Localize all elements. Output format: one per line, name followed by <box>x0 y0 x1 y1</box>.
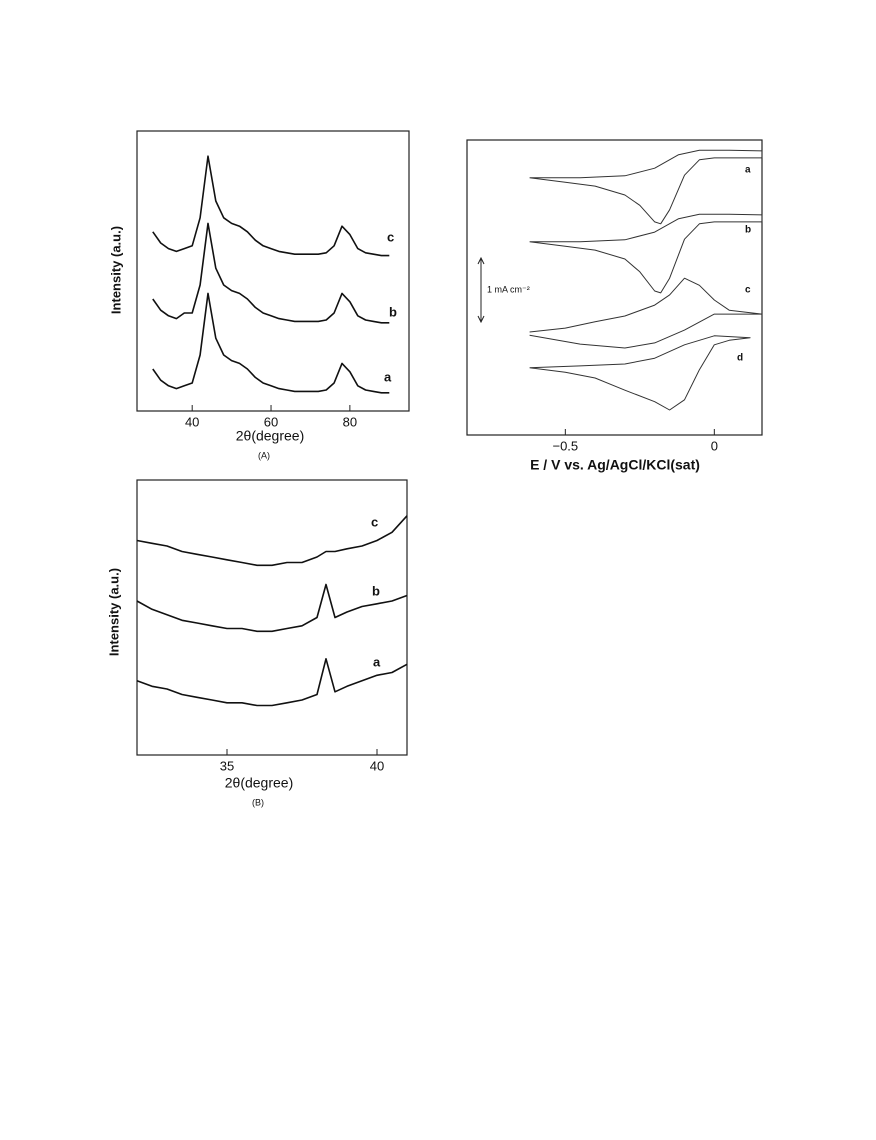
series-label: a <box>373 654 381 669</box>
plot-frame <box>136 130 410 412</box>
figure-caption: (B) <box>252 797 264 807</box>
series-line <box>136 583 408 633</box>
series-label: b <box>389 304 397 319</box>
series-line <box>136 658 408 707</box>
series-label: a <box>384 369 392 384</box>
series-label: b <box>372 583 380 598</box>
series-line <box>529 149 763 225</box>
series-label: c <box>371 514 378 529</box>
x-tick-label: 0 <box>711 438 718 453</box>
series-label: b <box>745 225 751 236</box>
x-axis-label: E / V vs. Ag/AgCl/KCl(sat) <box>530 457 700 473</box>
series-label: c <box>387 229 394 244</box>
series-line <box>529 277 763 349</box>
plot-frame <box>466 139 763 436</box>
series-line <box>136 515 408 567</box>
x-tick-label: −0.5 <box>552 438 578 453</box>
series-line <box>152 155 390 257</box>
series-line <box>529 213 763 294</box>
x-tick-label: 40 <box>370 758 384 773</box>
x-tick-label: 40 <box>185 414 199 429</box>
x-tick-label: 35 <box>220 758 234 773</box>
series-label: a <box>745 165 751 176</box>
series-label: d <box>737 353 743 364</box>
x-tick-label: 80 <box>343 414 357 429</box>
series-label: c <box>745 285 751 296</box>
x-axis-label: 2θ(degree) <box>236 428 305 444</box>
series-line <box>152 292 390 394</box>
scale-bar-arrow <box>477 256 485 324</box>
x-axis-label: 2θ(degree) <box>225 775 294 791</box>
y-axis-label: Intensity (a.u.) <box>106 568 121 656</box>
series-line <box>152 222 390 324</box>
series-line <box>529 335 751 411</box>
y-axis-label: Intensity (a.u.) <box>108 226 123 314</box>
figure-caption: (A) <box>258 450 270 460</box>
x-tick-label: 60 <box>264 414 278 429</box>
plot-frame <box>136 479 408 756</box>
scale-bar-label: 1 mA cm⁻² <box>487 284 530 294</box>
